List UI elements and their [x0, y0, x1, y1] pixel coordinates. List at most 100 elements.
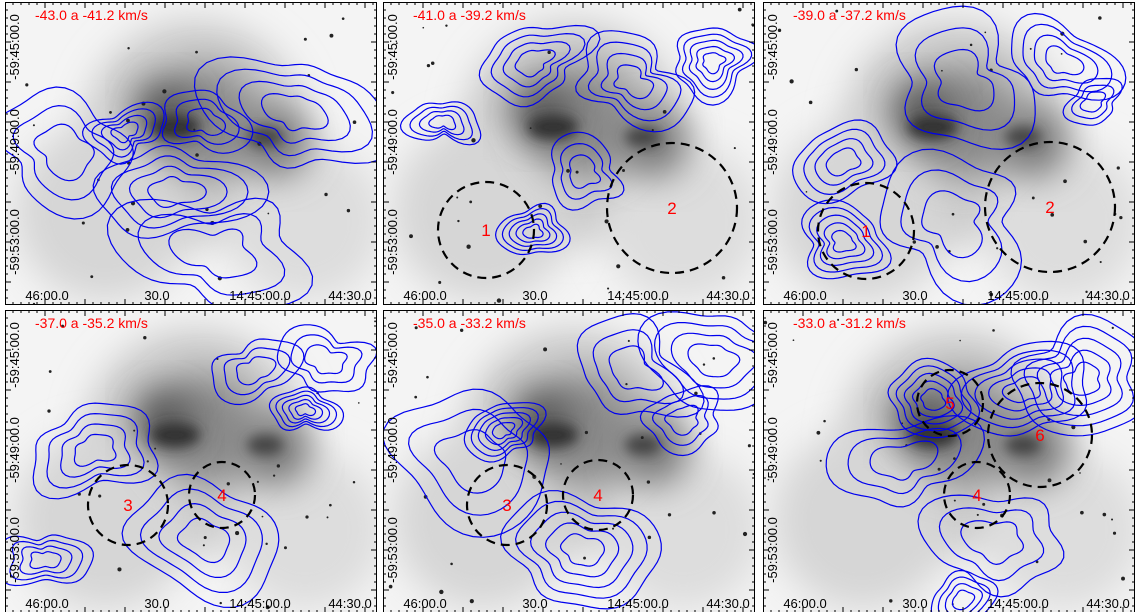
star	[607, 287, 610, 290]
star	[414, 326, 418, 330]
region-circle	[986, 381, 1094, 489]
star	[808, 100, 813, 105]
contour	[276, 324, 377, 393]
contour	[1022, 23, 1113, 93]
image-area: 12	[383, 2, 755, 305]
star	[1050, 213, 1055, 217]
nebula	[908, 115, 958, 139]
star	[733, 147, 736, 150]
contour	[281, 394, 331, 424]
contour	[1036, 337, 1123, 417]
y-tick-label: -59:49:00.0	[7, 109, 22, 175]
contour	[1062, 361, 1101, 396]
contour	[409, 105, 474, 141]
star	[622, 169, 625, 172]
contour	[399, 101, 482, 146]
star	[346, 208, 351, 213]
region-label: 4	[217, 486, 226, 505]
image-area: 34	[5, 310, 377, 612]
contour	[508, 213, 558, 247]
nebula	[625, 435, 661, 455]
star	[976, 513, 979, 516]
y-tick-label: -59:45:00.0	[765, 322, 780, 388]
y-tick-label: -59:45:00.0	[7, 14, 22, 80]
star	[837, 318, 840, 321]
star	[819, 459, 822, 462]
star	[81, 221, 85, 225]
star	[1121, 576, 1125, 581]
star	[109, 111, 112, 114]
star	[646, 480, 651, 484]
region-circle	[915, 368, 985, 438]
star	[352, 120, 357, 124]
star	[951, 212, 955, 216]
contour	[407, 408, 529, 516]
nebula	[603, 142, 755, 302]
region-circle	[605, 141, 739, 275]
contour	[137, 212, 286, 296]
contour	[478, 24, 601, 108]
star	[430, 61, 435, 66]
contour	[223, 347, 291, 396]
contour	[110, 121, 139, 144]
contour	[920, 387, 947, 411]
contour	[825, 414, 986, 508]
velocity-label: -43.0 a -41.2 km/s	[35, 7, 148, 23]
star	[667, 513, 672, 517]
star	[767, 478, 770, 481]
nebula	[773, 430, 953, 610]
contour	[988, 367, 1053, 412]
star	[805, 191, 808, 193]
star	[1085, 290, 1088, 294]
star	[566, 169, 570, 173]
contour	[515, 218, 551, 243]
x-tick-label: 44:30.0	[706, 288, 749, 303]
contour	[1010, 313, 1135, 437]
contour	[801, 199, 892, 280]
y-tick-label: -59:45:00.0	[765, 14, 780, 80]
contour	[522, 223, 544, 239]
nebula	[528, 115, 578, 139]
contour	[670, 332, 755, 389]
star	[146, 460, 149, 463]
x-tick-label: 46:00.0	[25, 596, 68, 611]
star	[1060, 52, 1063, 55]
star	[747, 444, 751, 448]
nebula	[15, 122, 195, 302]
star	[1119, 215, 1123, 220]
star	[935, 245, 939, 249]
star	[235, 531, 240, 536]
star	[283, 546, 287, 550]
star	[469, 599, 474, 604]
x-tick-label: 30.0	[144, 288, 169, 303]
nebula	[393, 122, 573, 302]
star	[1112, 531, 1117, 535]
region-circle	[465, 463, 549, 547]
star	[127, 47, 130, 50]
nebula	[1005, 127, 1041, 147]
star	[226, 482, 230, 486]
contour	[161, 89, 254, 154]
contour	[791, 119, 898, 205]
contour	[60, 423, 131, 478]
contour	[92, 145, 270, 239]
contour	[1071, 84, 1115, 120]
contour	[5, 86, 134, 220]
region-label: 5	[945, 394, 954, 413]
nebula	[1005, 435, 1041, 455]
x-tick-label: 44:30.0	[1086, 596, 1129, 611]
star	[276, 464, 280, 468]
x-tick-label: 14:45:00.0	[229, 288, 290, 303]
contour	[100, 114, 148, 151]
contour	[1001, 376, 1041, 404]
x-tick-label: 46:00.0	[783, 288, 826, 303]
velocity-label: -37.0 a -35.2 km/s	[35, 315, 148, 331]
star	[457, 219, 460, 223]
star	[324, 192, 328, 197]
contour	[193, 56, 377, 169]
contour	[433, 429, 507, 494]
panel: -43.0 a -41.2 km/s 46:00.0 30.0 14:45:00.0 4…	[5, 2, 377, 305]
contour	[568, 154, 602, 189]
star	[543, 347, 548, 352]
region-label: 3	[502, 496, 511, 515]
